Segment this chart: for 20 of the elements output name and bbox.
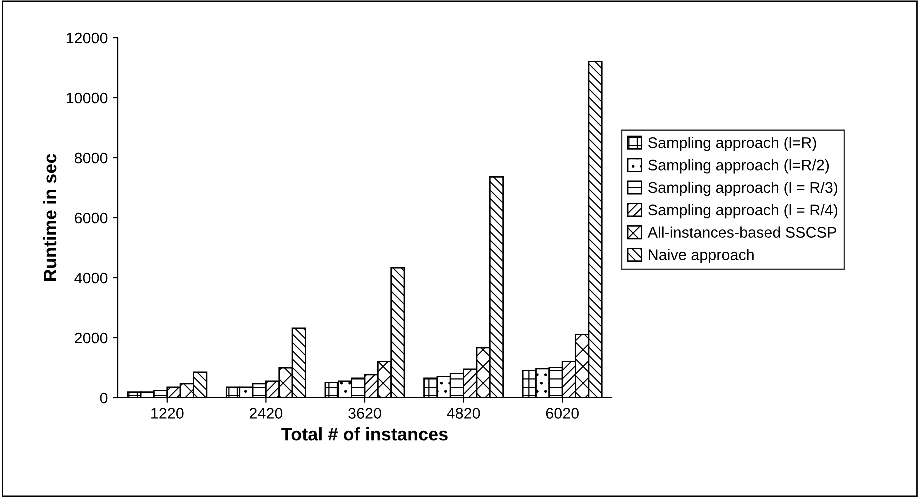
y-axis-title: Runtime in sec [43,154,57,281]
x-tick-label: 4820 [447,408,480,419]
y-tick-label: 12000 [66,32,108,44]
y-tick-label: 6000 [75,212,108,224]
x-tick-label: 6020 [546,408,579,419]
legend-label: Sampling approach (l = R/4) [648,204,838,219]
x-tick-label: 3620 [348,408,382,419]
x-tick-label: 1220 [152,408,184,419]
y-tick-label: 4000 [74,272,108,284]
y-tick-label: 2000 [75,332,108,344]
legend-label: All-instances-based SSCSP [648,226,836,238]
x-tick-label: 2420 [250,408,283,419]
y-tick-label: 10000 [66,92,108,104]
legend-label: Sampling approach (l=R) [648,137,816,152]
legend-label: Sampling approach (l=R/2) [648,160,830,174]
y-tick-label: 0 [100,392,108,404]
legend-label: Naive approach [649,249,754,264]
x-axis-title: Total # of instances [282,428,448,441]
y-tick-label: 8000 [74,152,108,164]
legend-label: Sampling approach (l = R/3) [648,182,838,196]
